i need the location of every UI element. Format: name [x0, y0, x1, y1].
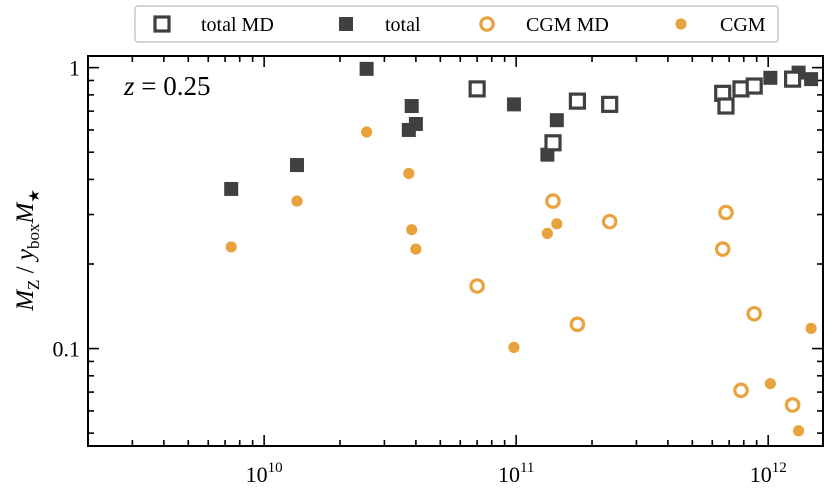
cgm-point: [403, 167, 415, 180]
legend-marker-cgm: [675, 18, 687, 30]
legend-marker-total-md: [153, 15, 171, 33]
total-point: [289, 158, 304, 173]
cgm-md-point: [569, 316, 586, 333]
legend-frame: [134, 5, 779, 43]
total-md-point: [784, 70, 802, 88]
cgm-md-point: [784, 397, 801, 413]
cgm-point: [792, 425, 805, 437]
cgm-md-point: [545, 193, 561, 209]
axis-ticks: [87, 56, 823, 446]
cgm-md-point: [714, 241, 731, 257]
y-axis-label: MZ / yboxM★: [12, 189, 43, 312]
redshift-annotation: z = 0.25: [123, 71, 211, 101]
total-md-point: [601, 95, 619, 113]
total-md-point: [544, 134, 562, 152]
legend-label-cgm-md: CGM MD: [526, 14, 609, 36]
legend-label-cgm: CGM: [720, 14, 766, 36]
total-point: [506, 97, 521, 112]
cgm-point: [410, 243, 422, 255]
x-tick-label: 1011: [498, 460, 534, 487]
total-point: [549, 113, 564, 128]
total-md-point: [717, 97, 735, 115]
total-md-point: [745, 77, 763, 95]
cgm-md-point: [601, 213, 618, 230]
axis-tick-labels: 1010 1011 1012 1 0.1: [53, 56, 787, 487]
cgm-md-point: [469, 278, 485, 294]
y-tick-label: 0.1: [53, 337, 81, 362]
cgm-point: [764, 378, 776, 390]
data-points: [224, 61, 819, 437]
cgm-md-point: [733, 382, 749, 399]
legend-marker-cgm-md: [479, 16, 495, 32]
cgm-md-point: [746, 305, 762, 322]
cgm-point: [805, 322, 817, 334]
total-point: [359, 61, 374, 76]
y-tick-label: 1: [69, 56, 80, 81]
legend-label-total: total: [385, 14, 421, 36]
total-point: [404, 99, 419, 114]
cgm-point: [508, 341, 520, 353]
total-md-point: [468, 80, 486, 98]
cgm-md-point: [718, 204, 734, 221]
total-point: [224, 181, 239, 196]
total-md-point: [568, 92, 587, 110]
total-point: [804, 72, 819, 87]
total-point: [763, 70, 778, 85]
x-tick-label: 1010: [246, 460, 283, 487]
cgm-point: [361, 126, 373, 138]
cgm-point: [225, 241, 237, 253]
cgm-point: [551, 218, 563, 230]
cgm-point: [541, 227, 553, 240]
legend-marker-total: [339, 17, 353, 31]
legend: total MD total CGM MD CGM: [134, 5, 779, 43]
cgm-point: [291, 195, 303, 207]
cgm-point: [406, 224, 418, 236]
total-point: [408, 117, 423, 132]
legend-label-total-md: total MD: [201, 14, 274, 36]
x-tick-label: 1012: [750, 460, 787, 487]
plot-frame: [87, 55, 824, 447]
